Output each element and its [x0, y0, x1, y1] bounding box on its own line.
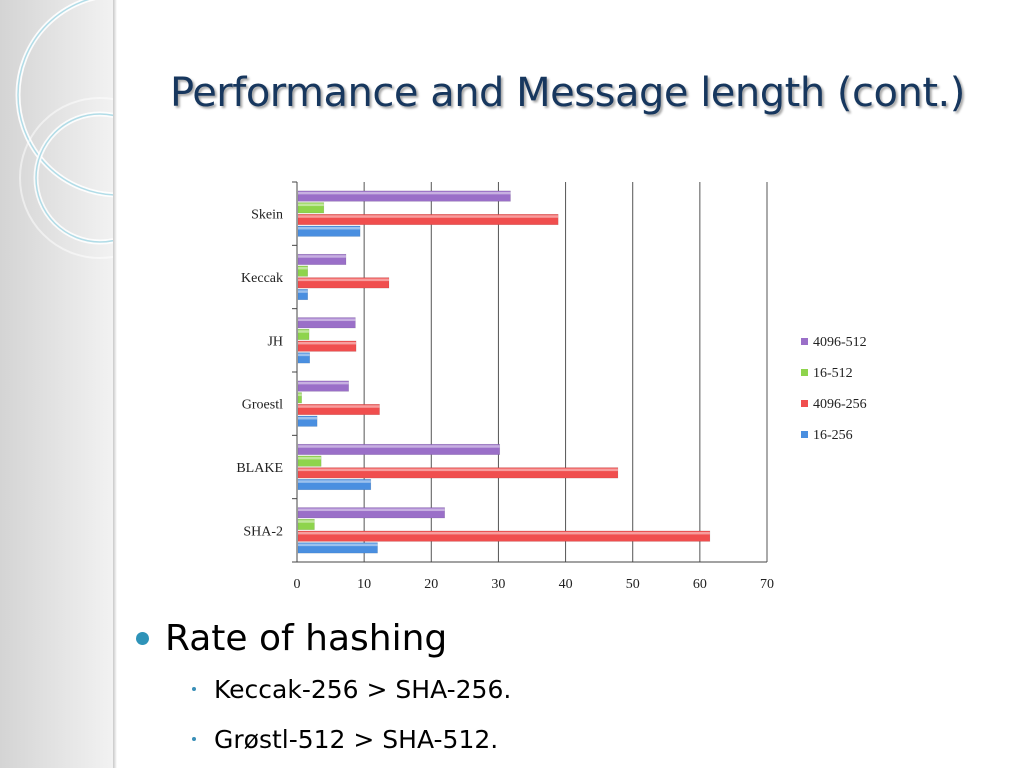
x-tick-label: 10: [357, 577, 371, 592]
bar: [297, 289, 308, 301]
legend-swatch: [801, 338, 808, 345]
sub-bullet-text: Grøstl-512 > SHA-512.: [214, 724, 499, 754]
bar: [297, 225, 361, 237]
bar-highlight: [298, 520, 315, 523]
legend-label: 16-512: [813, 366, 853, 381]
bar-highlight: [298, 381, 349, 385]
bar-highlight: [298, 531, 710, 535]
bar-highlight: [298, 318, 356, 322]
bar-highlight: [298, 405, 380, 408]
bar-highlight: [298, 341, 357, 345]
bullet-item: Rate of hashing: [130, 612, 1010, 664]
bar-highlight: [298, 226, 361, 230]
bar-highlight: [298, 290, 308, 293]
bullet-list: Rate of hashing Keccak-256 > SHA-256. Gr…: [130, 612, 1010, 764]
bar-highlight: [298, 191, 511, 195]
y-category-label: BLAKE: [236, 461, 283, 476]
y-category-label: SHA-2: [243, 524, 283, 539]
decorative-circles: [15, 0, 113, 259]
bar: [297, 317, 356, 329]
bar-highlight: [298, 266, 308, 270]
side-panel-edge: [113, 0, 117, 768]
bar-highlight: [298, 330, 310, 333]
bullet-text: Rate of hashing: [165, 617, 448, 659]
sub-bullet-item: Grøstl-512 > SHA-512.: [192, 714, 1010, 764]
bar-highlight: [298, 543, 378, 547]
bar-highlight: [298, 480, 371, 483]
bar-highlight: [298, 456, 322, 460]
bar: [297, 443, 501, 455]
bar: [297, 214, 559, 226]
bar: [297, 467, 619, 479]
x-tick-label: 60: [693, 577, 707, 592]
x-tick-label: 0: [294, 577, 301, 592]
legend-label: 4096-256: [813, 397, 867, 412]
sub-bullet-item: Keccak-256 > SHA-256.: [192, 664, 1010, 714]
y-category-label: Keccak: [241, 271, 283, 286]
bar-highlight: [298, 203, 324, 207]
bar: [297, 455, 322, 467]
y-category-label: JH: [267, 334, 283, 349]
legend-swatch: [801, 369, 808, 376]
bar: [297, 253, 347, 265]
x-tick-label: 30: [491, 577, 505, 592]
bullet-dot-icon: [136, 631, 149, 645]
bar: [297, 479, 372, 491]
bar: [297, 404, 380, 416]
x-tick-label: 70: [760, 577, 774, 592]
bar-highlight: [298, 255, 347, 258]
slide-title: Performance and Message length (cont.): [170, 70, 965, 116]
bar: [297, 265, 308, 277]
bar-highlight: [298, 445, 500, 448]
sub-bullet-dot-icon: [192, 687, 196, 691]
bar: [297, 415, 318, 427]
x-tick-label: 50: [626, 577, 640, 592]
bar: [297, 352, 311, 364]
bar: [297, 380, 349, 392]
bar: [297, 340, 357, 352]
y-category-label: Groestl: [242, 398, 283, 413]
bar-highlight: [298, 353, 310, 357]
legend-swatch: [801, 431, 808, 438]
bar: [297, 530, 711, 542]
bar-highlight: [298, 278, 389, 282]
bar: [297, 507, 445, 519]
bar: [297, 328, 310, 340]
bar-highlight: [298, 215, 559, 218]
x-tick-label: 40: [559, 577, 573, 592]
x-tick-label: 20: [424, 577, 438, 592]
bar-highlight: [298, 508, 445, 512]
bar: [297, 542, 378, 554]
legend-label: 4096-512: [813, 335, 867, 350]
bar-chart: 0 10 20 30 40 50 60 70 Skein Keccak JH Groestl BLAKE…: [236, 181, 867, 592]
bar-highlight: [298, 393, 302, 397]
bar-highlight: [298, 468, 618, 472]
bar: [297, 392, 302, 404]
y-category-label: Skein: [251, 208, 283, 223]
decorative-side-panel: [0, 0, 113, 768]
sub-bullet-text: Keccak-256 > SHA-256.: [214, 674, 512, 704]
bar: [297, 190, 511, 202]
bar: [297, 202, 325, 214]
sub-bullet-dot-icon: [192, 737, 196, 741]
bar-highlight: [298, 416, 318, 420]
legend-label: 16-256: [813, 428, 853, 443]
bar: [297, 277, 390, 289]
legend-swatch: [801, 400, 808, 407]
bar: [297, 518, 315, 530]
